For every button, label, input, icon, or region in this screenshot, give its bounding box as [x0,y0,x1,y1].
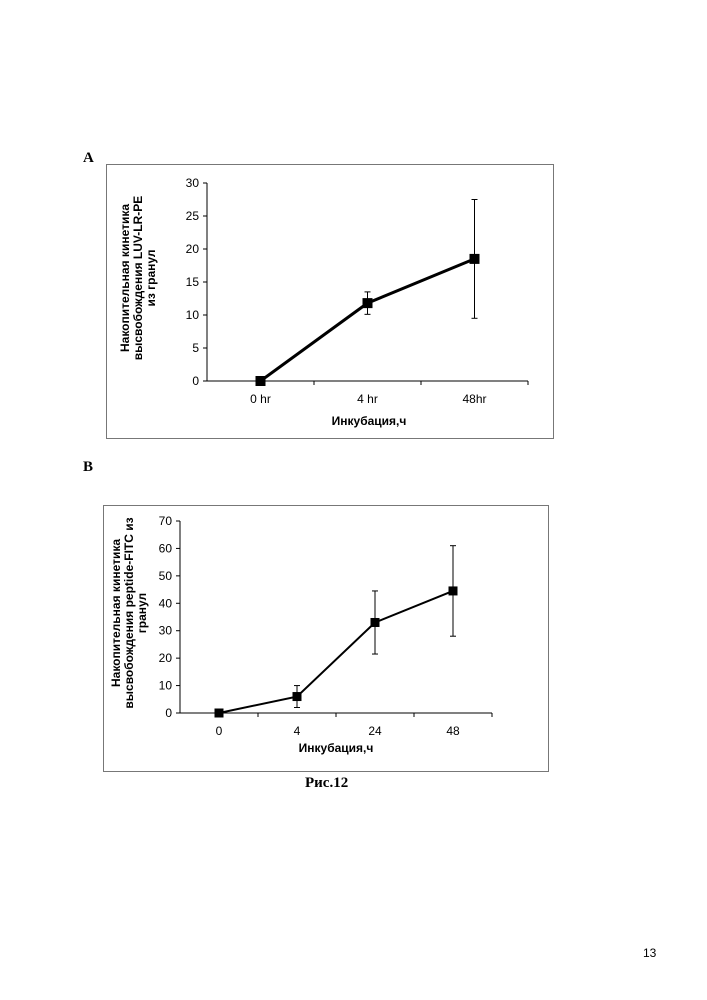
chart-b-y-tick-label: 20 [159,651,173,665]
chart-a-y-tick-label: 25 [186,209,200,223]
chart-a-data-point [469,253,480,264]
chart-a-y-tick-label: 10 [186,308,200,322]
chart-a-data-point [362,298,373,309]
chart-b-y-tick-label: 10 [159,679,173,693]
chart-b-y-axis-label-line: высвобождения peptide-FITC из [122,517,136,708]
chart-a-y-tick-label: 0 [192,374,199,388]
chart-a-y-axis-label-line: высвобождения LUV-LR-PE [131,196,145,361]
chart-b-y-tick-label: 70 [159,514,173,528]
chart-b-frame [103,505,549,772]
chart-b-x-tick-label: 4 [294,724,301,738]
chart-b-x-tick-label: 0 [216,724,223,738]
chart-a-x-tick-label: 48hr [462,392,486,406]
page-number: 13 [643,946,657,960]
chart-b-y-tick-label: 60 [159,541,173,555]
chart-b-x-tick-label: 48 [446,724,460,738]
chart-b-data-point [214,708,224,718]
chart-a-data-point [255,376,266,386]
chart-b-y-axis-label-line: Накопительная кинетика [109,539,123,687]
chart-a-y-tick-label: 20 [186,242,200,256]
chart-a-y-axis-label-line: из гранул [144,249,158,306]
chart-b-data-point [448,586,458,596]
chart-b-series-line [218,590,454,714]
chart-a-y-tick-label: 30 [186,176,200,190]
chart-b-x-axis-label: Инкубация,ч [299,741,374,755]
chart-b-y-tick-label: 30 [159,624,173,638]
chart-a-x-tick-label: 0 hr [250,392,271,406]
chart-b-x-tick-label: 24 [368,724,382,738]
figure-caption: Рис.12 [305,775,349,791]
chart-b-y-tick-label: 40 [159,596,173,610]
panel-letter-b: B [83,459,94,475]
chart-b-y-axis-label-line: гранул [135,593,149,633]
panel-letter-a: A [83,150,94,166]
chart-a-y-tick-label: 15 [186,275,200,289]
chart-a-y-axis-label-line: Накопительная кинетика [118,204,132,352]
chart-a-x-tick-label: 4 hr [357,392,378,406]
chart-b-data-point [370,617,380,627]
chart-b-data-point [292,692,302,702]
chart-a-y-tick-label: 5 [192,341,199,355]
chart-b-y-tick-label: 0 [165,706,172,720]
chart-b-y-tick-label: 50 [159,569,173,583]
chart-a-x-axis-label: Инкубация,ч [332,414,407,428]
chart-a-frame [106,164,554,439]
